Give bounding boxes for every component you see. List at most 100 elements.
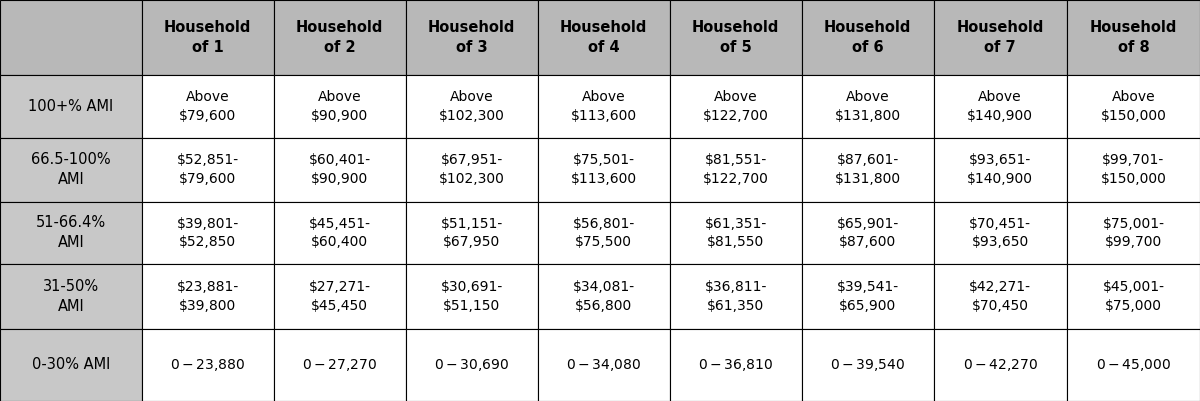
Bar [934,264,1067,329]
Text: $75,501-
$113,600: $75,501- $113,600 [570,154,637,186]
Bar [934,329,1067,401]
Text: $81,551-
$122,700: $81,551- $122,700 [703,154,768,186]
Bar [406,0,538,75]
Bar [406,138,538,202]
Text: Above
$140,900: Above $140,900 [967,90,1033,123]
Bar [274,329,406,401]
Text: 66.5-100%
AMI: 66.5-100% AMI [31,152,110,187]
Bar [142,75,274,138]
Text: $65,901-
$87,600: $65,901- $87,600 [836,217,899,249]
Text: Household
of 8: Household of 8 [1090,20,1177,55]
Bar [0,202,142,264]
Bar [142,0,274,75]
Text: Above
$131,800: Above $131,800 [834,90,901,123]
Bar [274,202,406,264]
Bar [274,264,406,329]
Text: $39,801-
$52,850: $39,801- $52,850 [176,217,239,249]
Bar [670,138,802,202]
Text: Household
of 7: Household of 7 [956,20,1044,55]
Bar [142,329,274,401]
Bar [934,0,1067,75]
Bar [802,0,934,75]
Text: $75,001-
$99,700: $75,001- $99,700 [1103,217,1164,249]
Bar [1067,75,1200,138]
Bar [670,264,802,329]
Text: Household
of 5: Household of 5 [692,20,779,55]
Bar [0,264,142,329]
Text: Above
$113,600: Above $113,600 [570,90,637,123]
Text: $56,801-
$75,500: $56,801- $75,500 [572,217,635,249]
Bar [406,264,538,329]
Bar [142,138,274,202]
Bar [1067,202,1200,264]
Bar [406,75,538,138]
Text: Household
of 2: Household of 2 [296,20,383,55]
Bar [1067,0,1200,75]
Bar [670,329,802,401]
Text: $45,451-
$60,400: $45,451- $60,400 [308,217,371,249]
Text: Household
of 6: Household of 6 [824,20,911,55]
Text: $0-$36,810: $0-$36,810 [698,357,773,373]
Bar [142,264,274,329]
Text: $0-$27,270: $0-$27,270 [302,357,377,373]
Bar [274,0,406,75]
Text: $61,351-
$81,550: $61,351- $81,550 [704,217,767,249]
Text: Household
of 4: Household of 4 [560,20,647,55]
Text: Above
$102,300: Above $102,300 [439,90,504,123]
Bar [538,0,670,75]
Text: $0-$39,540: $0-$39,540 [830,357,905,373]
Text: $93,651-
$140,900: $93,651- $140,900 [967,154,1033,186]
Bar [934,75,1067,138]
Text: $34,081-
$56,800: $34,081- $56,800 [572,280,635,312]
Text: $51,151-
$67,950: $51,151- $67,950 [440,217,503,249]
Bar [406,329,538,401]
Text: $0-$23,880: $0-$23,880 [170,357,245,373]
Bar [934,138,1067,202]
Text: Household
of 3: Household of 3 [428,20,515,55]
Text: 100+% AMI: 100+% AMI [28,99,114,114]
Bar [802,264,934,329]
Bar [934,202,1067,264]
Bar [406,202,538,264]
Bar [0,329,142,401]
Text: $0-$34,080: $0-$34,080 [566,357,641,373]
Text: Above
$150,000: Above $150,000 [1100,90,1166,123]
Text: 0-30% AMI: 0-30% AMI [31,357,110,373]
Bar [1067,329,1200,401]
Bar [274,75,406,138]
Text: 51-66.4%
AMI: 51-66.4% AMI [36,215,106,250]
Bar [274,138,406,202]
Text: $23,881-
$39,800: $23,881- $39,800 [176,280,239,312]
Bar [538,75,670,138]
Text: $87,601-
$131,800: $87,601- $131,800 [834,154,901,186]
Bar [670,75,802,138]
Bar [0,138,142,202]
Text: $60,401-
$90,900: $60,401- $90,900 [308,154,371,186]
Bar [802,75,934,138]
Text: $0-$30,690: $0-$30,690 [434,357,509,373]
Text: $36,811-
$61,350: $36,811- $61,350 [704,280,767,312]
Text: $0-$45,000: $0-$45,000 [1096,357,1171,373]
Text: Household
of 1: Household of 1 [164,20,251,55]
Text: 31-50%
AMI: 31-50% AMI [43,279,98,314]
Text: Above
$79,600: Above $79,600 [179,90,236,123]
Bar [670,0,802,75]
Bar [538,329,670,401]
Bar [538,138,670,202]
Bar [1067,138,1200,202]
Bar [802,329,934,401]
Text: Above
$122,700: Above $122,700 [703,90,768,123]
Bar [802,202,934,264]
Bar [538,264,670,329]
Text: $45,001-
$75,000: $45,001- $75,000 [1103,280,1164,312]
Bar [0,0,142,75]
Bar [538,202,670,264]
Text: $70,451-
$93,650: $70,451- $93,650 [970,217,1031,249]
Bar [142,202,274,264]
Text: $30,691-
$51,150: $30,691- $51,150 [440,280,503,312]
Text: $27,271-
$45,450: $27,271- $45,450 [308,280,371,312]
Bar [0,75,142,138]
Bar [802,138,934,202]
Text: $67,951-
$102,300: $67,951- $102,300 [439,154,504,186]
Text: $52,851-
$79,600: $52,851- $79,600 [176,154,239,186]
